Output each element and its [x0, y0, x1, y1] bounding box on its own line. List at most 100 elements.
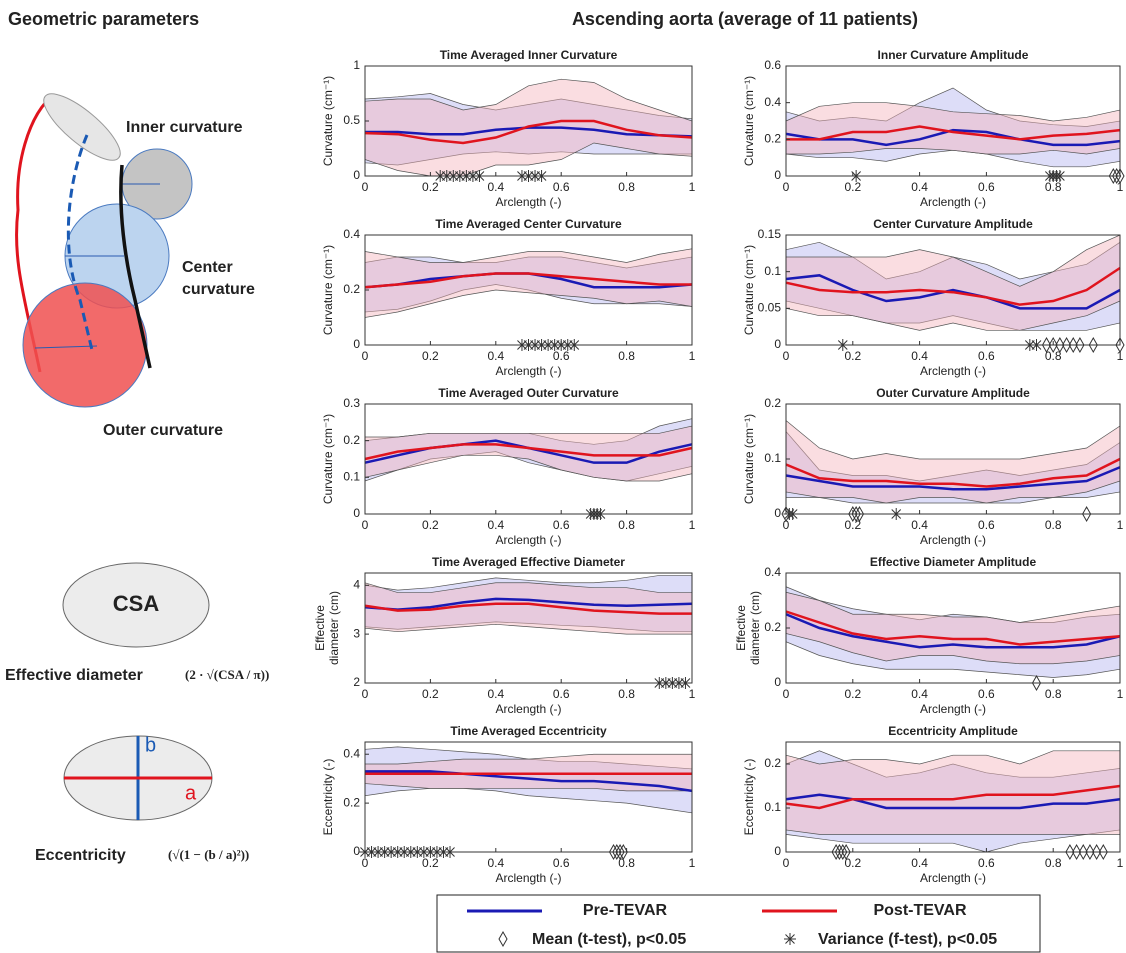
significance-marker [1085, 843, 1095, 861]
significance-marker [831, 843, 841, 861]
x-axis-label: Arclength (-) [495, 195, 561, 209]
y-tick-label: 0 [353, 337, 360, 351]
y-tick-label: 0.4 [764, 95, 781, 109]
series-line [785, 466, 1121, 491]
x-tick-label: 0.8 [1045, 687, 1062, 701]
x-axis-label: Arclength (-) [495, 364, 561, 378]
x-tick-label: 0.6 [553, 180, 570, 194]
y-tick-label: 0 [353, 844, 360, 858]
significance-marker [535, 170, 548, 182]
x-tick-label: 0 [783, 518, 790, 532]
y-axis-label: Curvature (cm⁻¹) [321, 414, 335, 504]
label: Effective diameter [5, 667, 143, 684]
significance-marker [453, 170, 466, 182]
y-tick-label: 0.4 [343, 227, 360, 241]
significance-marker [1092, 843, 1102, 861]
x-tick-label: 1 [1117, 180, 1124, 194]
significance-marker [522, 339, 535, 351]
series-line [364, 597, 693, 611]
series-line [364, 443, 693, 461]
x-tick-label: 0.2 [422, 349, 439, 363]
significance-marker [841, 843, 851, 861]
y-tick-label: 0.15 [758, 227, 782, 241]
significance-marker [1072, 843, 1082, 861]
significance-marker [850, 170, 863, 182]
x-axis-label: Arclength (-) [495, 702, 561, 716]
x-tick-label: 0.2 [844, 518, 861, 532]
y-tick-label: 0 [353, 506, 360, 520]
arch [43, 93, 121, 161]
y-tick-label: 0.1 [343, 470, 360, 484]
subplot-title: Time Averaged Center Curvature [435, 217, 622, 231]
significance-marker [437, 846, 450, 858]
legend-label: Post-TEVAR [873, 902, 966, 919]
significance-marker [1082, 505, 1092, 523]
significance-marker [786, 508, 799, 520]
y-axis-label: diameter (cm) [327, 591, 341, 665]
axes-box [364, 403, 693, 515]
legend-symbol [498, 930, 508, 948]
series-line [785, 457, 1121, 488]
series-line [785, 266, 1121, 306]
significance-marker [666, 677, 679, 689]
x-tick-label: 0.8 [618, 180, 635, 194]
significance-marker [434, 170, 447, 182]
y-tick-label: 0.4 [343, 746, 360, 760]
significance-marker [444, 846, 457, 858]
significance-marker [460, 170, 473, 182]
x-tick-label: 0.4 [911, 856, 928, 870]
significance-marker [653, 677, 666, 689]
y-tick-label: 0 [774, 506, 781, 520]
x-tick-label: 1 [689, 180, 696, 194]
y-tick-label: 0 [774, 168, 781, 182]
significance-marker [890, 508, 903, 520]
significance-marker [659, 677, 672, 689]
x-tick-label: 0 [783, 180, 790, 194]
x-tick-label: 0.4 [911, 518, 928, 532]
y-axis-label: Effective [313, 605, 327, 651]
y-tick-label: 0.2 [764, 620, 781, 634]
band [364, 425, 693, 482]
axes-box [364, 741, 693, 853]
y-tick-label: 0.5 [343, 113, 360, 127]
significance-marker [417, 846, 430, 858]
significance-marker [542, 339, 555, 351]
y-tick-label: 3 [353, 626, 360, 640]
significance-marker [1112, 167, 1122, 185]
axes-box [364, 572, 693, 684]
x-tick-label: 1 [689, 687, 696, 701]
legend-label: Pre-TEVAR [583, 902, 668, 919]
label: Center [182, 259, 233, 276]
significance-marker [612, 843, 622, 861]
subplot-title: Time Averaged Effective Diameter [432, 555, 625, 569]
x-tick-label: 0 [783, 856, 790, 870]
significance-marker [372, 846, 385, 858]
significance-marker [561, 339, 574, 351]
series-line [785, 784, 1121, 810]
significance-marker [1041, 336, 1052, 354]
significance-marker [515, 170, 528, 182]
significance-marker [378, 846, 391, 858]
subplot-title: Time Averaged Eccentricity [450, 724, 607, 738]
subplot-title: Effective Diameter Amplitude [870, 555, 1037, 569]
significance-marker [836, 339, 849, 351]
y-axis-label: Curvature (cm⁻¹) [742, 245, 756, 335]
x-tick-label: 1 [689, 518, 696, 532]
x-axis-label: Arclength (-) [920, 871, 986, 885]
x-tick-label: 1 [1117, 856, 1124, 870]
inner-line [119, 164, 152, 369]
significance-marker [781, 505, 791, 523]
x-tick-label: 0.4 [911, 349, 928, 363]
label: Outer curvature [103, 422, 223, 439]
x-tick-label: 0.8 [618, 687, 635, 701]
y-tick-label: 0.4 [764, 565, 781, 579]
y-tick-label: 0 [774, 675, 781, 689]
significance-marker [854, 505, 865, 523]
significance-marker [522, 170, 535, 182]
y-tick-label: 1 [353, 58, 360, 72]
y-axis-label: diameter (cm) [748, 591, 762, 665]
significance-marker [473, 170, 486, 182]
significance-marker [851, 505, 861, 523]
significance-marker [385, 846, 398, 858]
